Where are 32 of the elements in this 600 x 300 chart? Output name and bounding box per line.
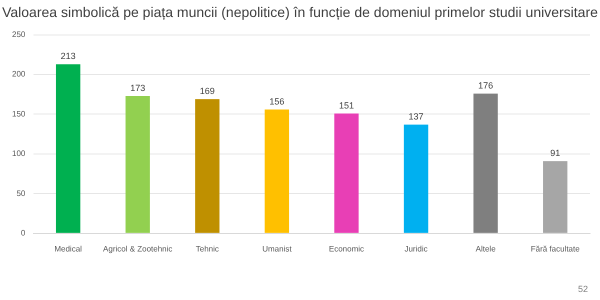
data-label: 156 [269,96,284,106]
data-label: 176 [478,80,494,91]
bar [334,113,359,233]
x-tick-label: Economic [328,244,364,254]
data-label: 213 [60,51,76,62]
x-tick-label: Tehnic [196,244,219,254]
data-label: 169 [200,86,215,96]
x-tick-label: Fără facultate [530,244,580,254]
data-label: 137 [408,112,424,122]
text: 52 [578,284,588,294]
data-label: 173 [130,82,146,93]
x-tick-label: Medical [54,244,82,254]
bar [195,99,220,233]
bar [126,96,150,233]
y-tick-label: 250 [12,30,26,40]
y-tick-label: 50 [16,188,26,198]
bar [473,94,498,233]
x-tick-label: Juridic [404,244,428,254]
y-tick-label: 200 [12,70,26,79]
y-tick-label: 100 [12,149,26,158]
bar [543,161,568,233]
bar [264,109,290,233]
x-tick-label: Altele [476,244,496,254]
data-label: 91 [550,148,560,158]
bar [56,64,80,233]
data-label: 151 [338,100,354,110]
bar [404,124,428,233]
y-tick-label: 150 [12,109,26,118]
x-tick-label: Umanist [262,244,292,254]
y-tick-label: 0 [20,228,26,238]
x-tick-label: Agricol & Zootehnic [103,244,172,254]
chart-title: Valoarea simbolică pe piața muncii (nepolitice) în funcție de domeniul primelor studii universitare [1,4,599,20]
